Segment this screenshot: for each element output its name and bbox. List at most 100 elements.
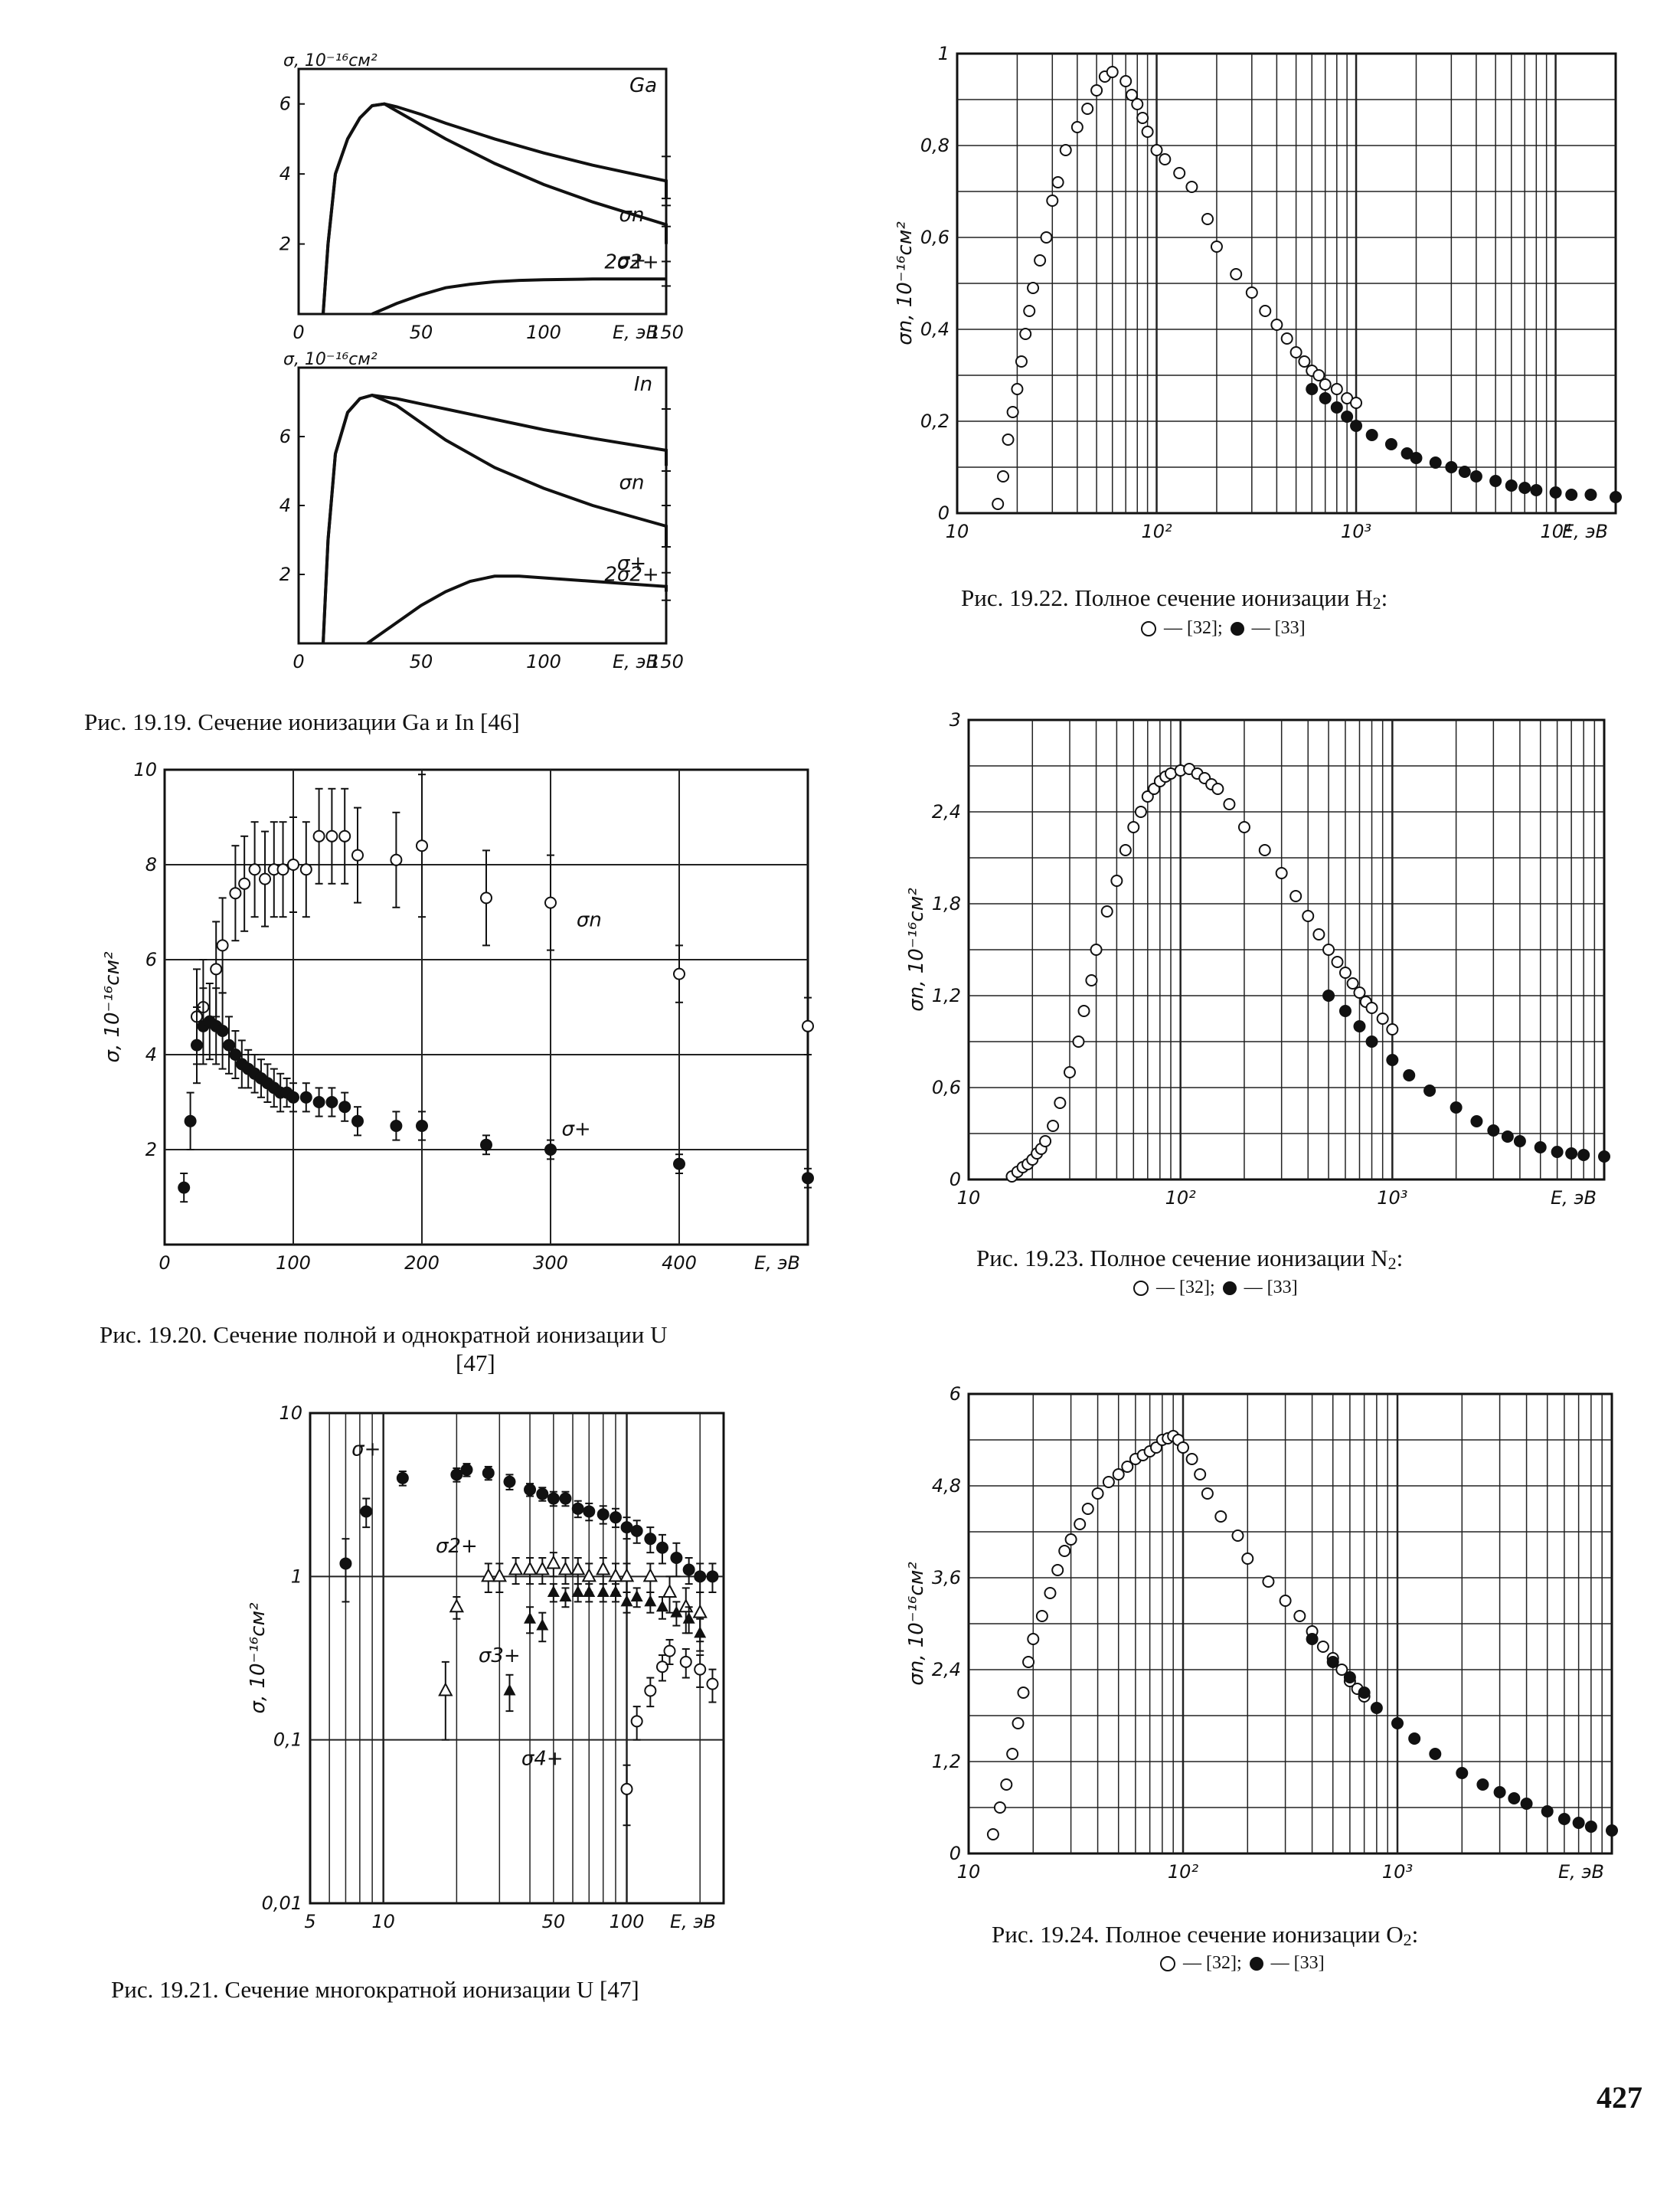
data-point: [1131, 98, 1144, 110]
data-point: [1054, 1097, 1067, 1109]
caption-fig19-23-sub: 2: [1387, 1254, 1397, 1273]
data-point: [1584, 489, 1597, 501]
data-point: [678, 1598, 694, 1613]
data-point: [1505, 479, 1518, 492]
y-tick-label: 1,8: [932, 893, 961, 914]
chart-o2-svg: 0 1,2 2,4 3,6 4,8 6 10 10² 10³ E, эВ σn, 10⁻¹⁶см²: [905, 1383, 1618, 1883]
data-point: [1259, 305, 1272, 317]
data-point: [1289, 890, 1302, 902]
data-point: [682, 1563, 695, 1576]
caption-fig19-24-sub: 2: [1403, 1930, 1412, 1949]
data-point: [1258, 844, 1271, 856]
series-σ+: [322, 102, 668, 315]
data-point: [1565, 1147, 1578, 1160]
y-tick-label: 0,01: [262, 1893, 302, 1914]
series-label: σn: [577, 909, 602, 932]
x-tick-label: 100: [526, 322, 561, 343]
data-point: [673, 967, 685, 980]
data-point: [1112, 1468, 1125, 1480]
data-point: [508, 1561, 524, 1575]
data-point: [325, 1096, 338, 1108]
data-point: [1423, 1085, 1436, 1097]
data-point: [1386, 1054, 1399, 1066]
data-point: [1012, 1717, 1025, 1729]
data-point: [210, 963, 223, 976]
data-point: [620, 1782, 633, 1795]
data-point: [1365, 429, 1378, 441]
data-point: [503, 1683, 516, 1696]
data-point: [522, 1561, 538, 1575]
data-point: [1064, 1066, 1077, 1078]
y-tick-label: 0,1: [273, 1729, 302, 1751]
data-point: [1134, 806, 1147, 818]
data-point: [1074, 1518, 1087, 1530]
data-point: [1136, 112, 1149, 124]
data-point: [438, 1682, 453, 1696]
data-point: [1262, 1575, 1275, 1588]
data-point: [1027, 1633, 1040, 1645]
data-point: [449, 1598, 465, 1613]
y-tick-label: 6: [145, 949, 157, 970]
data-point: [1429, 1748, 1442, 1760]
data-point: [583, 1505, 596, 1518]
data-point: [1584, 1821, 1597, 1833]
chart-ga: 2 4 6 0 50 100 150 E, эВ σ, 10⁻¹⁶см² Ga σn σ+ 2σ2+: [276, 51, 684, 345]
x-axis-label: E, эВ: [670, 1911, 716, 1932]
data-point: [1106, 66, 1119, 78]
data-point: [481, 1568, 496, 1582]
data-point: [673, 1157, 685, 1170]
open-circle-icon: [1133, 1280, 1149, 1296]
data-point: [480, 892, 492, 905]
data-point: [1551, 1146, 1564, 1158]
data-point: [1011, 383, 1024, 395]
y-tick-label: 1,2: [932, 1751, 961, 1772]
y-tick-label: 3: [949, 709, 961, 731]
data-point: [1470, 1115, 1483, 1127]
x-tick-label: 100: [610, 1911, 645, 1932]
data-point: [1346, 977, 1359, 990]
data-point: [1150, 144, 1163, 156]
data-point: [1210, 240, 1223, 253]
data-point: [609, 1585, 622, 1598]
data-point: [1598, 1150, 1610, 1163]
data-point: [1044, 1587, 1057, 1599]
data-point: [1141, 126, 1154, 138]
series-2σ2+: [371, 277, 666, 316]
filled-circle-icon: [1249, 1956, 1263, 1971]
data-point: [339, 1557, 352, 1570]
x-tick-label: 10: [957, 1861, 981, 1883]
data-point: [276, 863, 289, 876]
data-point: [609, 1511, 622, 1524]
data-point: [1185, 1453, 1198, 1465]
y-axis-label: σn, 10⁻¹⁶см²: [905, 888, 928, 1011]
data-point: [450, 1468, 463, 1481]
data-point: [1501, 1130, 1514, 1143]
data-point: [1353, 1020, 1366, 1032]
data-point: [1350, 397, 1363, 409]
data-point: [216, 939, 229, 952]
data-point: [1119, 75, 1133, 87]
data-point: [312, 829, 325, 842]
data-point: [1047, 1120, 1060, 1132]
x-tick-label: 300: [533, 1252, 568, 1274]
series-[32]: [986, 1430, 1371, 1840]
data-point: [571, 1585, 584, 1598]
data-point: [1064, 1533, 1077, 1546]
data-point: [223, 1039, 235, 1052]
data-point: [1456, 1767, 1469, 1779]
series-label: 2σ2+: [604, 564, 659, 587]
data-point: [694, 1626, 707, 1638]
data-point: [1365, 1002, 1378, 1014]
data-point: [1365, 1035, 1378, 1048]
data-point: [1370, 1702, 1383, 1714]
plot-frame: [163, 768, 809, 1246]
series-σn: [191, 774, 814, 1065]
data-point: [596, 1585, 610, 1598]
y-tick-label: 10: [279, 1402, 302, 1424]
data-point: [524, 1611, 537, 1624]
x-tick-label: 10³: [1377, 1187, 1407, 1209]
x-tick-label: 10²: [1165, 1187, 1197, 1209]
x-tick-label: 10⁴: [1540, 521, 1571, 542]
data-point: [1090, 84, 1103, 97]
x-tick-label: 0: [159, 1252, 170, 1274]
